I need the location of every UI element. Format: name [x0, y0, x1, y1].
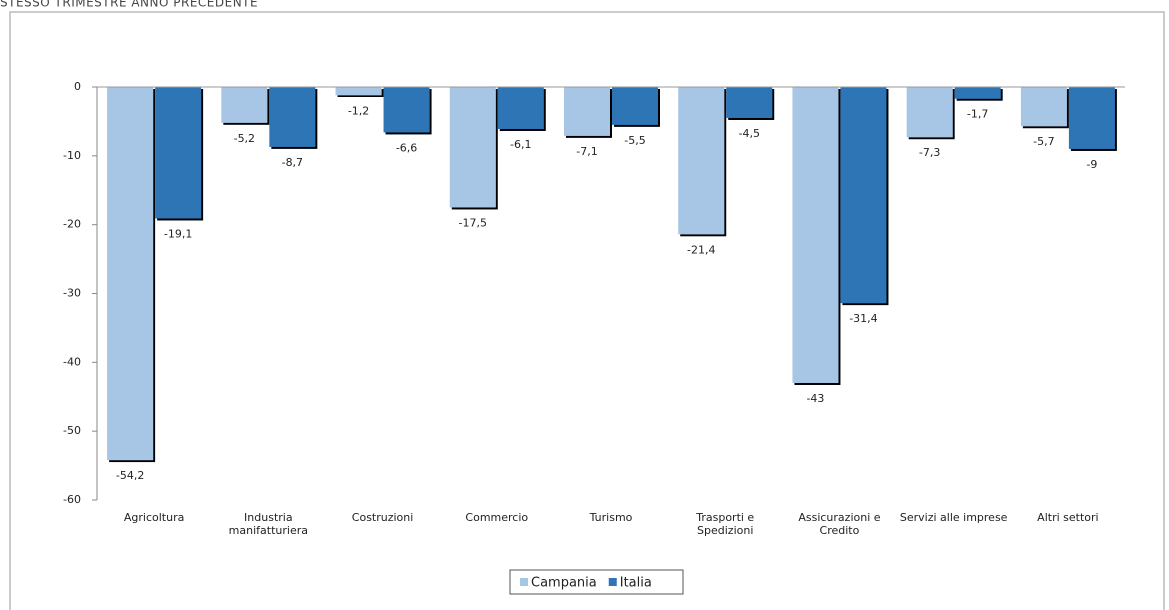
bar	[107, 87, 154, 461]
bar	[564, 87, 610, 136]
data-label: -19,1	[164, 227, 192, 240]
bar	[726, 87, 773, 118]
legend-swatch	[608, 578, 617, 586]
x-tick-label: Servizi alle imprese	[900, 511, 1008, 524]
data-label: -31,4	[849, 312, 877, 325]
x-tick-label: Trasporti e Spedizioni	[695, 511, 754, 537]
data-label: -5,7	[1033, 135, 1054, 148]
legend-label: Campania	[531, 576, 597, 591]
bar	[221, 87, 268, 123]
x-tick-label: Assicurazioni e Credito	[798, 511, 880, 537]
chart-frame	[9, 11, 1165, 610]
bar	[449, 87, 496, 208]
bar	[269, 87, 316, 147]
bar	[1020, 87, 1067, 127]
data-label: -6,6	[396, 141, 417, 154]
x-tick-label: Altri settori	[1037, 511, 1098, 524]
y-tick-label: -50	[63, 424, 81, 437]
data-label: -8,7	[282, 156, 303, 169]
bar	[954, 87, 1001, 99]
legend-label: Italia	[620, 576, 652, 591]
legend-swatch	[520, 578, 528, 586]
x-tick-label: Agricoltura	[124, 511, 184, 524]
y-tick-label: -20	[63, 218, 81, 231]
bar	[155, 87, 202, 219]
data-label: -43	[806, 392, 824, 405]
y-tick-label: -30	[63, 287, 81, 300]
bar	[792, 87, 839, 383]
data-label: -54,2	[116, 469, 144, 482]
data-label: -7,1	[576, 145, 597, 158]
bar	[1068, 87, 1115, 149]
y-tick-label: 0	[74, 80, 81, 93]
bar	[612, 87, 658, 125]
bar	[497, 87, 544, 129]
legend-box	[509, 569, 684, 595]
bar	[678, 87, 725, 235]
data-label: -1,7	[967, 108, 988, 121]
bar	[906, 87, 953, 138]
y-tick-label: -60	[63, 493, 81, 506]
bar	[840, 87, 887, 304]
data-label: -4,5	[738, 127, 759, 140]
data-label: -17,5	[459, 216, 487, 229]
x-tick-label: Commercio	[465, 511, 528, 524]
bar	[335, 87, 382, 96]
y-tick-label: -40	[63, 355, 81, 368]
bar	[383, 87, 430, 133]
data-label: -1,2	[348, 104, 369, 117]
data-label: -5,5	[624, 134, 645, 147]
x-tick-label: Costruzioni	[352, 511, 414, 524]
x-tick-label: Industria manifatturiera	[229, 511, 308, 537]
data-label: -6,1	[510, 138, 531, 151]
data-label: -9	[1086, 158, 1097, 171]
data-label: -21,4	[687, 243, 715, 256]
chart-title: STESSO TRIMESTRE ANNO PRECEDENTE	[0, 0, 258, 10]
data-label: -5,2	[234, 132, 255, 145]
y-tick-label: -10	[63, 149, 81, 162]
x-tick-label: Turismo	[589, 511, 633, 524]
data-label: -7,3	[919, 146, 940, 159]
